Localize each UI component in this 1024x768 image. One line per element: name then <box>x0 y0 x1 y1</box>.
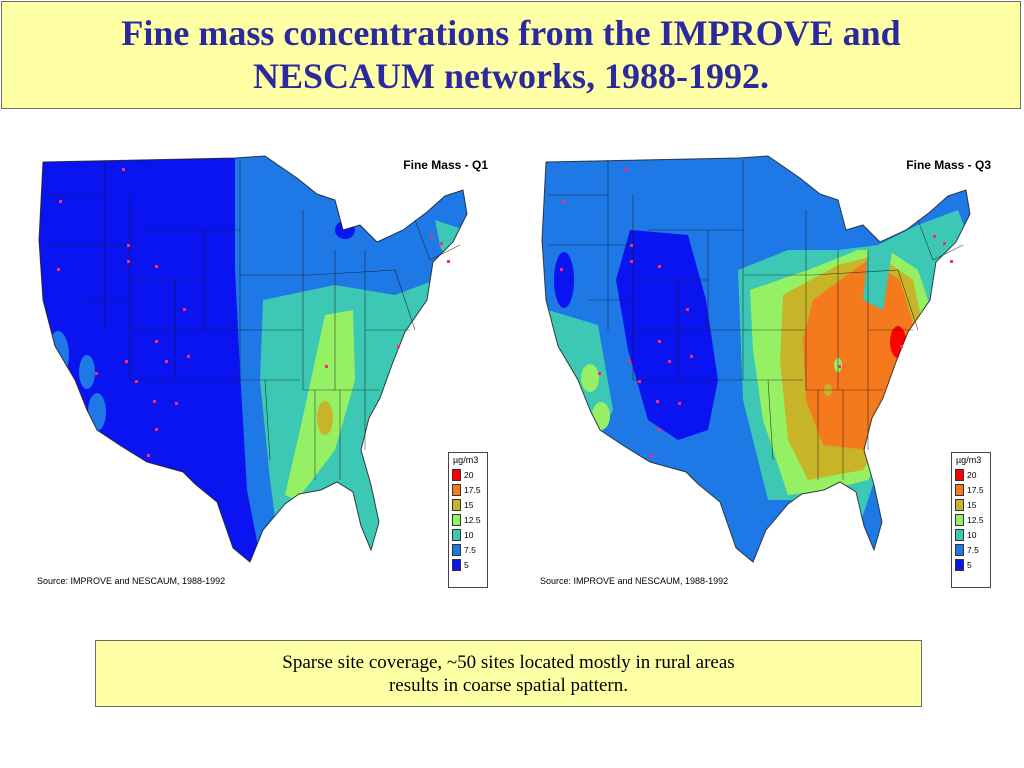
legend-item: 10 <box>452 528 488 541</box>
legend-label: 10 <box>464 530 474 540</box>
legend-item: 12.5 <box>955 513 991 526</box>
legend-label: 5 <box>967 560 972 570</box>
legend-label: 15 <box>967 500 977 510</box>
title-banner: Fine mass concentrations from the IMPROV… <box>1 1 1021 109</box>
us-map-q3 <box>541 155 971 563</box>
legend-label: 20 <box>967 470 977 480</box>
legend-item: 20 <box>452 468 488 481</box>
legend-item: 7.5 <box>452 543 488 556</box>
legend-label: 12.5 <box>464 515 481 525</box>
legend-item: 7.5 <box>955 543 991 556</box>
page-title-line-1: Fine mass concentrations from the IMPROV… <box>121 13 901 53</box>
legend-swatch <box>955 544 964 556</box>
legend-swatch <box>955 514 964 526</box>
legend-label: 7.5 <box>967 545 979 555</box>
caption-box: Sparse site coverage, ~50 sites located … <box>95 640 922 707</box>
map-panel-q3: Fine Mass - Q3 Source: IMPROVE and NESCA… <box>538 150 993 592</box>
legend-label: 15 <box>464 500 474 510</box>
site-markers-q1 <box>57 168 450 457</box>
legend-swatch <box>452 514 461 526</box>
legend-label: 5 <box>464 560 469 570</box>
legend-item: 5 <box>955 558 991 571</box>
legend-label: 12.5 <box>967 515 984 525</box>
legend-swatch <box>452 529 461 541</box>
legend-item: 15 <box>452 498 488 511</box>
legend-swatch <box>452 484 461 496</box>
legend-item: 17.5 <box>452 483 488 496</box>
legend-item: 20 <box>955 468 991 481</box>
legend-item: 10 <box>955 528 991 541</box>
legend-swatch <box>452 544 461 556</box>
legend-item: 17.5 <box>955 483 991 496</box>
legend-swatch <box>955 559 964 571</box>
legend-swatch <box>955 499 964 511</box>
legend-item: 12.5 <box>452 513 488 526</box>
legend-swatch <box>955 529 964 541</box>
legend-unit: µg/m3 <box>453 455 479 465</box>
legend-item: 5 <box>452 558 488 571</box>
legend-swatch <box>452 559 461 571</box>
legend-label: 20 <box>464 470 474 480</box>
legend-label: 7.5 <box>464 545 476 555</box>
legend-swatch <box>452 499 461 511</box>
legend-label: 17.5 <box>464 485 481 495</box>
map-title-q3: Fine Mass - Q3 <box>906 158 991 172</box>
caption-line-2: results in coarse spatial pattern. <box>388 674 628 696</box>
map-source-q1: Source: IMPROVE and NESCAUM, 1988-1992 <box>37 576 226 586</box>
legend-swatch <box>452 469 461 481</box>
legend-label: 10 <box>967 530 977 540</box>
page-title-line-2: NESCAUM networks, 1988-1992. <box>253 56 769 96</box>
legend-swatch <box>955 484 964 496</box>
site-markers-q3 <box>560 168 953 457</box>
map-title-q1: Fine Mass - Q1 <box>403 158 488 172</box>
legend-item: 15 <box>955 498 991 511</box>
legend-label: 17.5 <box>967 485 984 495</box>
legend-swatch <box>955 469 964 481</box>
legend-unit: µg/m3 <box>956 455 982 465</box>
caption-line-1: Sparse site coverage, ~50 sites located … <box>282 651 735 673</box>
legend-q1: µg/m3 20 17.5 15 12.5 10 7.5 5 <box>448 452 488 588</box>
map-panel-q1: Fine Mass - Q1 Source: IMPROVE and NESCA… <box>35 150 490 592</box>
us-map-q1 <box>38 155 468 563</box>
legend-q3: µg/m3 20 17.5 15 12.5 10 7.5 5 <box>951 452 991 588</box>
map-source-q3: Source: IMPROVE and NESCAUM, 1988-1992 <box>540 576 729 586</box>
